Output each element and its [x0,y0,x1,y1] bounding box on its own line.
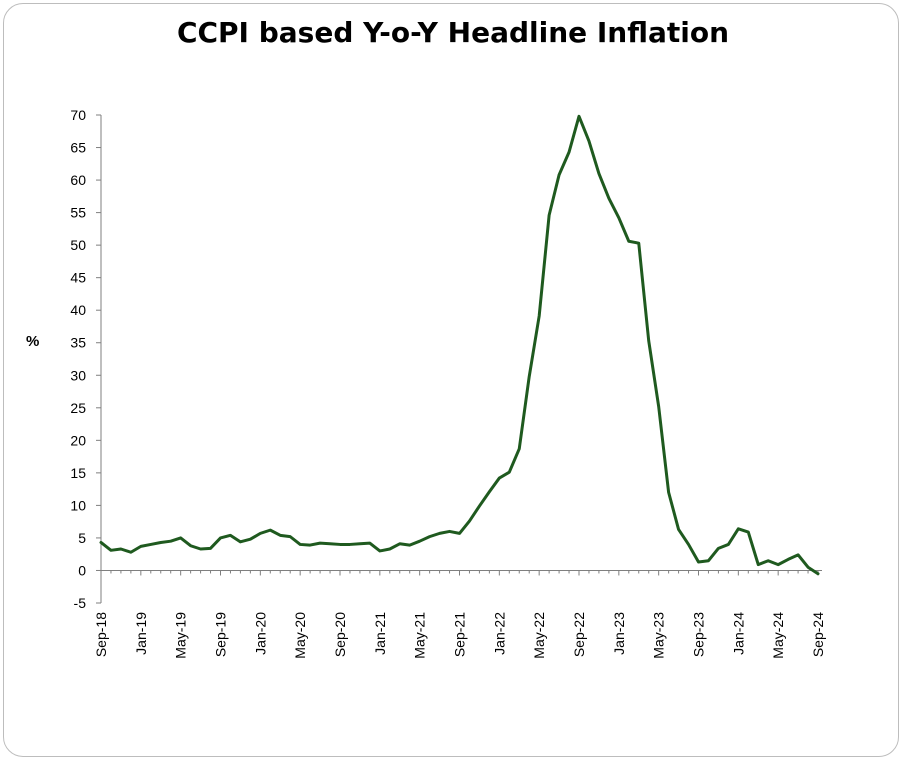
y-tick-label: 20 [70,432,86,448]
y-tick-label: 15 [70,465,86,481]
y-tick-label: 70 [70,107,86,123]
x-tick-label: Sep-23 [691,612,707,657]
y-tick-label: 60 [70,172,86,188]
x-tick-label: Jan-23 [611,612,627,655]
chart-card [3,3,899,757]
inflation-series-line [99,114,820,576]
y-tick-label: 25 [70,400,86,416]
x-tick-label: May-23 [651,612,667,659]
y-tick-label: 0 [78,562,86,578]
y-tick-label: 65 [70,140,86,156]
chart-title: CCPI based Y-o-Y Headline Inflation [176,16,730,49]
chart-ticks: -5 0 5 10 15 20 25 30 35 40 45 50 55 60 65 70 Sep-18 Jan-… [70,107,826,659]
x-tick-label: Sep-19 [213,612,229,657]
chart-axes [100,115,822,603]
x-tick-label: Sep-20 [332,612,348,657]
y-tick-label: -5 [74,595,87,611]
x-tick-label: Jan-22 [491,612,507,655]
x-tick-label: May-22 [531,612,547,659]
x-tick-label: May-24 [770,612,786,659]
y-tick-label: 35 [70,335,86,351]
y-tick-label: 50 [70,237,86,253]
x-tick-label: May-20 [292,612,308,659]
x-tick-label: Jan-19 [133,612,149,655]
y-tick-label: 30 [70,367,86,383]
y-tick-label: 55 [70,205,86,221]
y-tick-label: 40 [70,302,86,318]
x-tick-label: Sep-21 [452,612,468,657]
x-tick-label: Jan-24 [730,612,746,655]
x-tick-label: Sep-24 [810,612,826,657]
y-tick-label: 10 [70,497,86,513]
y-tick-label: 45 [70,270,86,286]
y-axis-label: % [26,333,39,350]
x-tick-label: Jan-20 [252,612,268,655]
y-tick-label: 5 [78,530,86,546]
chart-series [99,114,820,576]
x-tick-label: May-19 [173,612,189,659]
x-tick-label: Sep-22 [571,612,587,657]
x-tick-label: Sep-18 [93,612,109,657]
x-tick-label: Jan-21 [372,612,388,655]
x-tick-label: May-21 [412,612,428,659]
